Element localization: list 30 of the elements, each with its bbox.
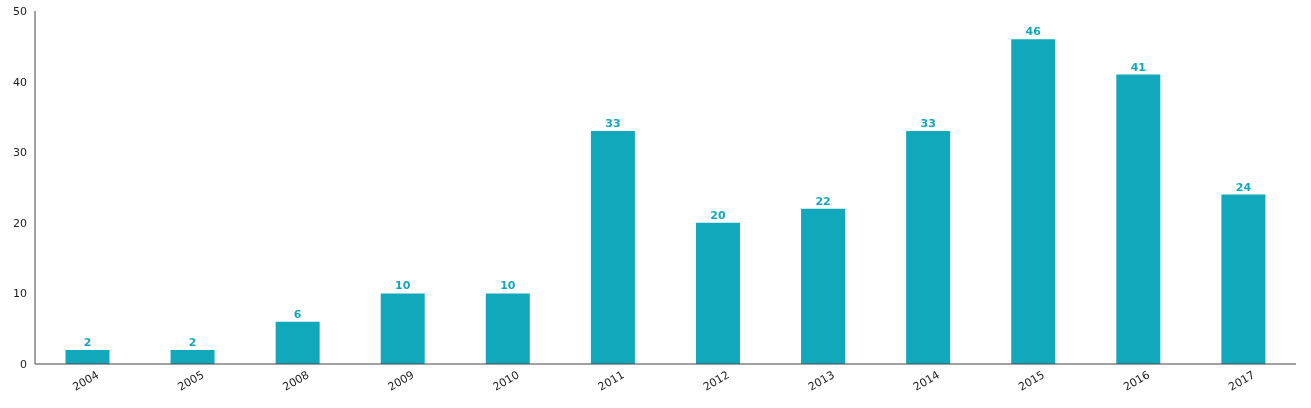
- data-label: 24: [1235, 180, 1252, 194]
- y-tick-label: 10: [13, 287, 27, 301]
- data-label: 41: [1130, 60, 1146, 74]
- y-tick-label: 20: [13, 216, 27, 230]
- data-label: 2: [188, 335, 197, 349]
- bar: [1116, 74, 1161, 364]
- bar: [485, 293, 530, 364]
- data-label: 10: [500, 279, 516, 293]
- data-label: 10: [395, 279, 411, 293]
- bar: [1221, 194, 1266, 364]
- y-tick-label: 40: [13, 75, 27, 89]
- bar: [906, 131, 951, 364]
- data-label: 46: [1025, 25, 1042, 39]
- bar: [275, 321, 320, 364]
- bar: [380, 293, 425, 364]
- y-tick-label: 50: [13, 4, 27, 18]
- data-label: 22: [815, 194, 831, 208]
- data-label: 33: [920, 117, 936, 131]
- data-label: 2: [83, 335, 92, 349]
- data-label: 33: [605, 117, 621, 131]
- data-label: 6: [293, 307, 302, 321]
- data-label: 20: [710, 208, 726, 222]
- y-tick-label: 30: [13, 146, 27, 160]
- bar: [590, 131, 635, 364]
- bar: [1011, 39, 1056, 364]
- bar: [170, 349, 215, 364]
- bar: [65, 349, 110, 364]
- bar: [695, 222, 740, 364]
- y-tick-label: 0: [20, 357, 27, 371]
- bar: [801, 208, 846, 364]
